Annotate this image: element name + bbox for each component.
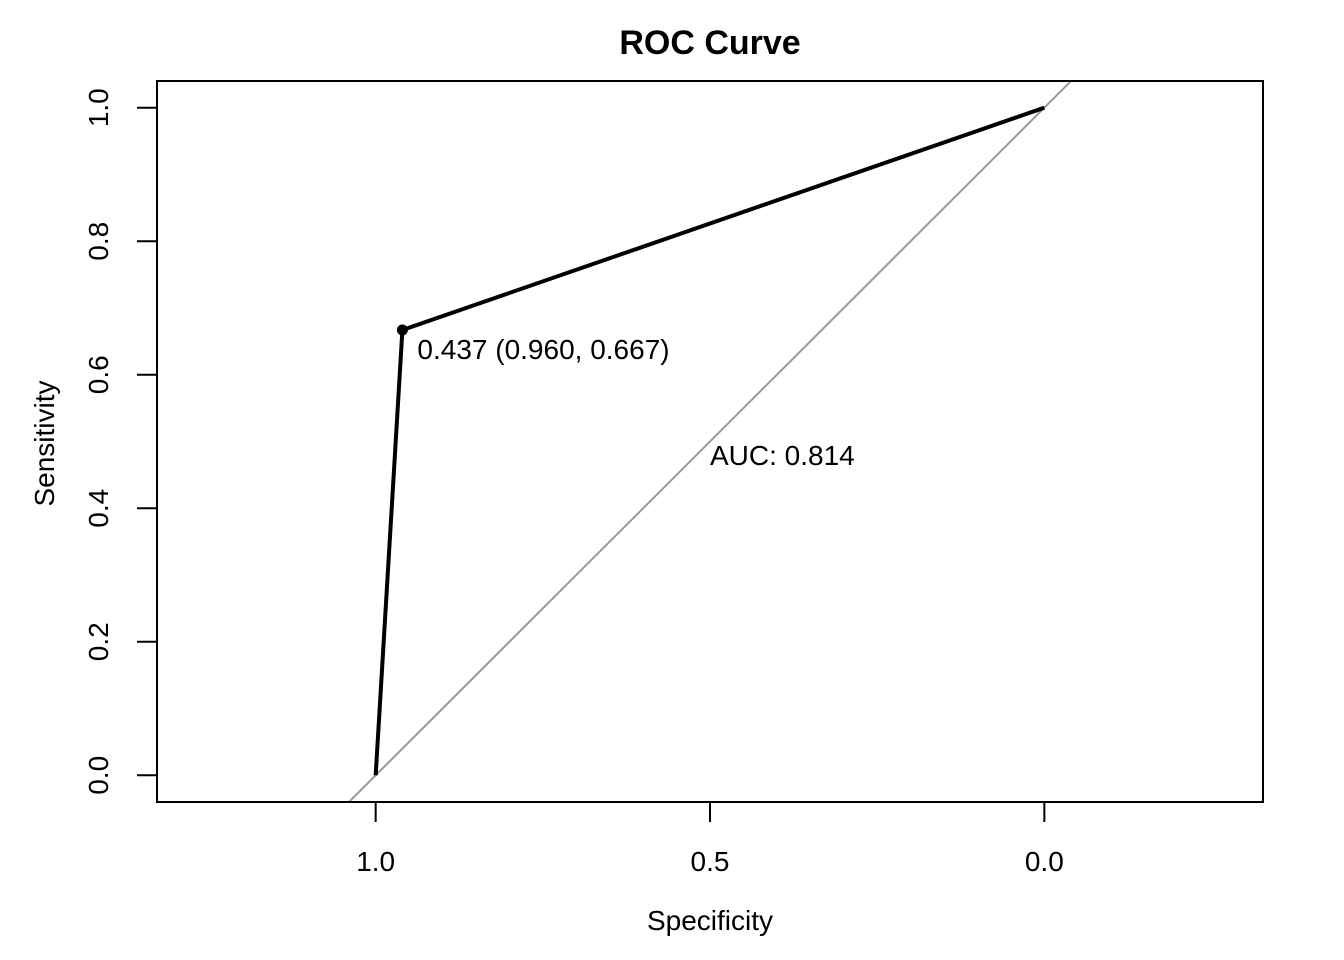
plot-area	[347, 81, 1073, 802]
axes: 1.0 0.5 0.0 0.0 0.2 0.4 0.6 0.8 1.0	[83, 80, 1264, 877]
best-threshold-point	[396, 324, 408, 336]
y-tick-label: 0.0	[83, 756, 114, 795]
y-axis-label: Sensitivity	[29, 380, 60, 506]
auc-label: AUC: 0.814	[710, 440, 855, 471]
y-tick-label: 0.8	[83, 222, 114, 261]
x-tick-label: 0.0	[1025, 846, 1064, 877]
x-tick-label: 0.5	[691, 846, 730, 877]
y-tick-label: 0.6	[83, 355, 114, 394]
x-axis-label: Specificity	[647, 905, 773, 936]
x-tick-label: 1.0	[356, 846, 395, 877]
y-tick-label: 0.4	[83, 489, 114, 528]
y-tick-label: 0.2	[83, 622, 114, 661]
reference-diagonal-line	[347, 81, 1073, 802]
best-threshold-label: 0.437 (0.960, 0.667)	[417, 334, 669, 365]
chart-title: ROC Curve	[619, 24, 800, 62]
y-tick-label: 1.0	[83, 88, 114, 127]
